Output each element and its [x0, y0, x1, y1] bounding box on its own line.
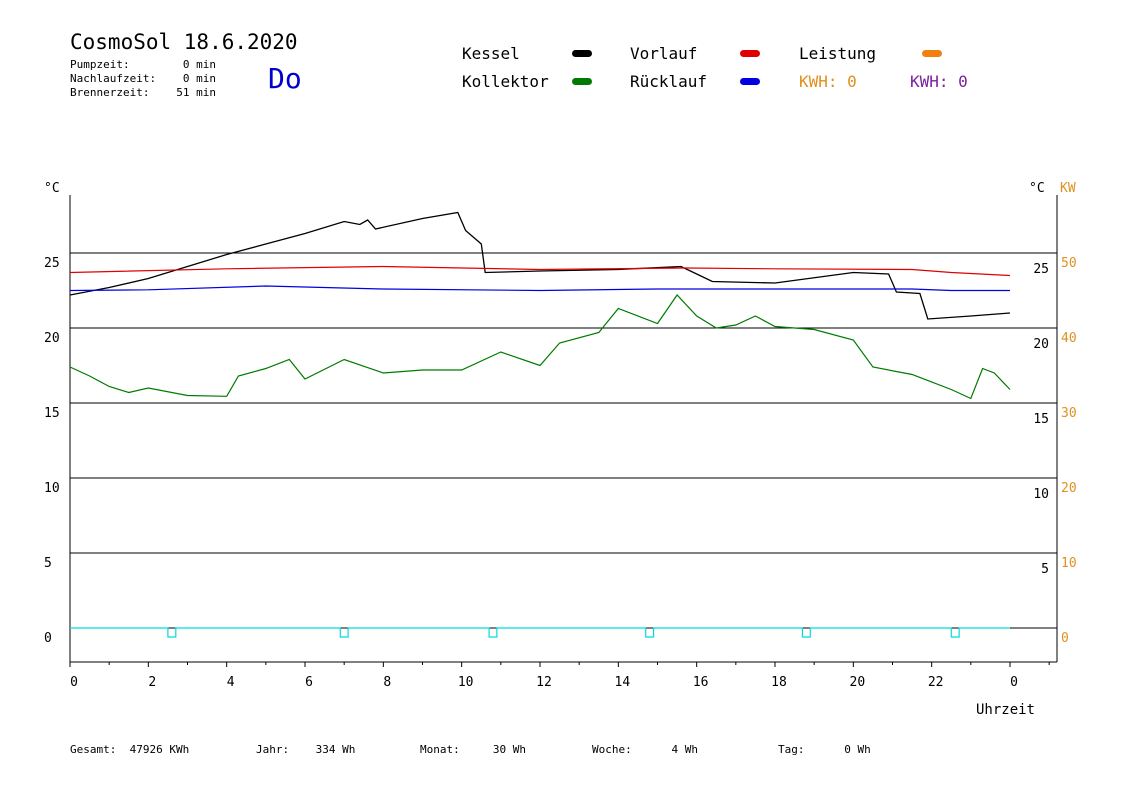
x-axis-label: Uhrzeit: [976, 702, 1035, 718]
info-label: Brennerzeit:: [70, 86, 150, 99]
footer-label: Gesamt:: [70, 743, 117, 756]
footer-label: Woche:: [592, 743, 632, 756]
y-tick-label-left: 0: [44, 631, 52, 646]
kwh-value: 0: [847, 72, 857, 91]
footer-value: 47926 KWh: [129, 743, 190, 756]
x-tick-label: 0: [70, 675, 78, 690]
series-line-kessel: [69, 211, 1011, 320]
x-tick-label: 18: [771, 675, 787, 690]
y-axis-label-left: °C: [44, 181, 60, 196]
kwh-readout-1: KWH: 0: [799, 72, 857, 91]
y-tick-label-left: 5: [44, 556, 52, 571]
page-title: CosmoSol 18.6.2020: [70, 30, 298, 54]
y-tick-label-kw: 40: [1061, 331, 1077, 346]
footer-monat: Monat: 30 Wh: [420, 743, 526, 756]
y-tick-label-kw: 20: [1061, 481, 1077, 496]
footer-label: Monat:: [420, 743, 460, 756]
y-tick-label-kw: 10: [1061, 556, 1077, 571]
kwh-label: KWH:: [910, 72, 949, 91]
x-tick-label: 0: [1010, 675, 1018, 690]
info-block: Pumpzeit: 0 min Nachlaufzeit: 0 min Brenne…: [70, 58, 216, 100]
series-line-kollektor: [69, 294, 1011, 400]
legend-swatch-ruecklauf: [740, 78, 760, 85]
kwh-readout-2: KWH: 0: [910, 72, 968, 91]
x-tick-label: 6: [305, 675, 313, 690]
info-value: 51 min: [176, 86, 216, 99]
x-tick-label: 4: [227, 675, 235, 690]
weekday-label: Do: [268, 62, 302, 95]
legend-label-vorlauf: Vorlauf: [630, 44, 698, 63]
legend-swatch-kessel: [572, 50, 592, 57]
x-tick-label: 10: [458, 675, 474, 690]
x-tick-label: 22: [928, 675, 944, 690]
y-tick-label-left: 10: [44, 481, 60, 496]
y-tick-label-right: 10: [1033, 487, 1049, 502]
y-tick-label-left: 25: [44, 256, 60, 271]
y-tick-label-left: 15: [44, 406, 60, 421]
footer-label: Jahr:: [256, 743, 290, 756]
kwh-value: 0: [958, 72, 968, 91]
legend-label-leistung: Leistung: [799, 44, 877, 63]
footer-value: 334 Wh: [315, 743, 356, 756]
footer-value: 0 Wh: [844, 743, 871, 756]
series-line-vorlauf: [69, 265, 1011, 277]
footer-woche: Woche: 4 Wh: [592, 743, 698, 756]
x-tick-label: 8: [383, 675, 391, 690]
y-tick-label-kw: 30: [1061, 406, 1077, 421]
footer-label: Tag:: [778, 743, 805, 756]
footer-value: 30 Wh: [492, 743, 526, 756]
y-tick-label-right: 15: [1033, 412, 1049, 427]
info-row-pumpzeit: Pumpzeit: 0 min: [70, 58, 216, 72]
info-value: 0 min: [182, 72, 216, 85]
y-tick-label-left: 20: [44, 331, 60, 346]
footer-value: 4 Wh: [671, 743, 699, 756]
info-row-brennerzeit: Brennerzeit: 51 min: [70, 86, 216, 100]
x-tick-label: 14: [615, 675, 631, 690]
footer-tag: Tag: 0 Wh: [778, 743, 871, 756]
kwh-label: KWH:: [799, 72, 838, 91]
footer-gesamt: Gesamt: 47926 KWh: [70, 743, 189, 756]
series-line-leistung: [70, 627, 1010, 638]
y-tick-label-right: 25: [1033, 262, 1049, 277]
legend-swatch-kollektor: [572, 78, 592, 85]
legend-label-kessel: Kessel: [462, 44, 520, 63]
info-row-nachlaufzeit: Nachlaufzeit: 0 min: [70, 72, 216, 86]
x-tick-label: 16: [693, 675, 709, 690]
x-tick-label: 2: [148, 675, 156, 690]
legend-label-ruecklauf: Rücklauf: [630, 72, 708, 91]
legend-label-kollektor: Kollektor: [462, 72, 549, 91]
x-tick-label: 20: [850, 675, 866, 690]
x-tick-label: 12: [536, 675, 552, 690]
y-axis-label-right: °C: [1029, 181, 1045, 196]
y-axis-label-kw: KW: [1060, 181, 1076, 196]
y-tick-label-right: 20: [1033, 337, 1049, 352]
y-tick-label-kw: 50: [1061, 256, 1077, 271]
info-label: Nachlaufzeit:: [70, 72, 157, 85]
y-tick-label-right: 5: [1041, 562, 1049, 577]
info-value: 0 min: [182, 58, 216, 71]
series-line-ruecklauf: [69, 285, 1010, 292]
info-label: Pumpzeit:: [70, 58, 130, 71]
legend-swatch-leistung: [922, 50, 942, 57]
footer-jahr: Jahr: 334 Wh: [256, 743, 355, 756]
y-tick-label-kw: 0: [1061, 631, 1069, 646]
legend-swatch-vorlauf: [740, 50, 760, 57]
